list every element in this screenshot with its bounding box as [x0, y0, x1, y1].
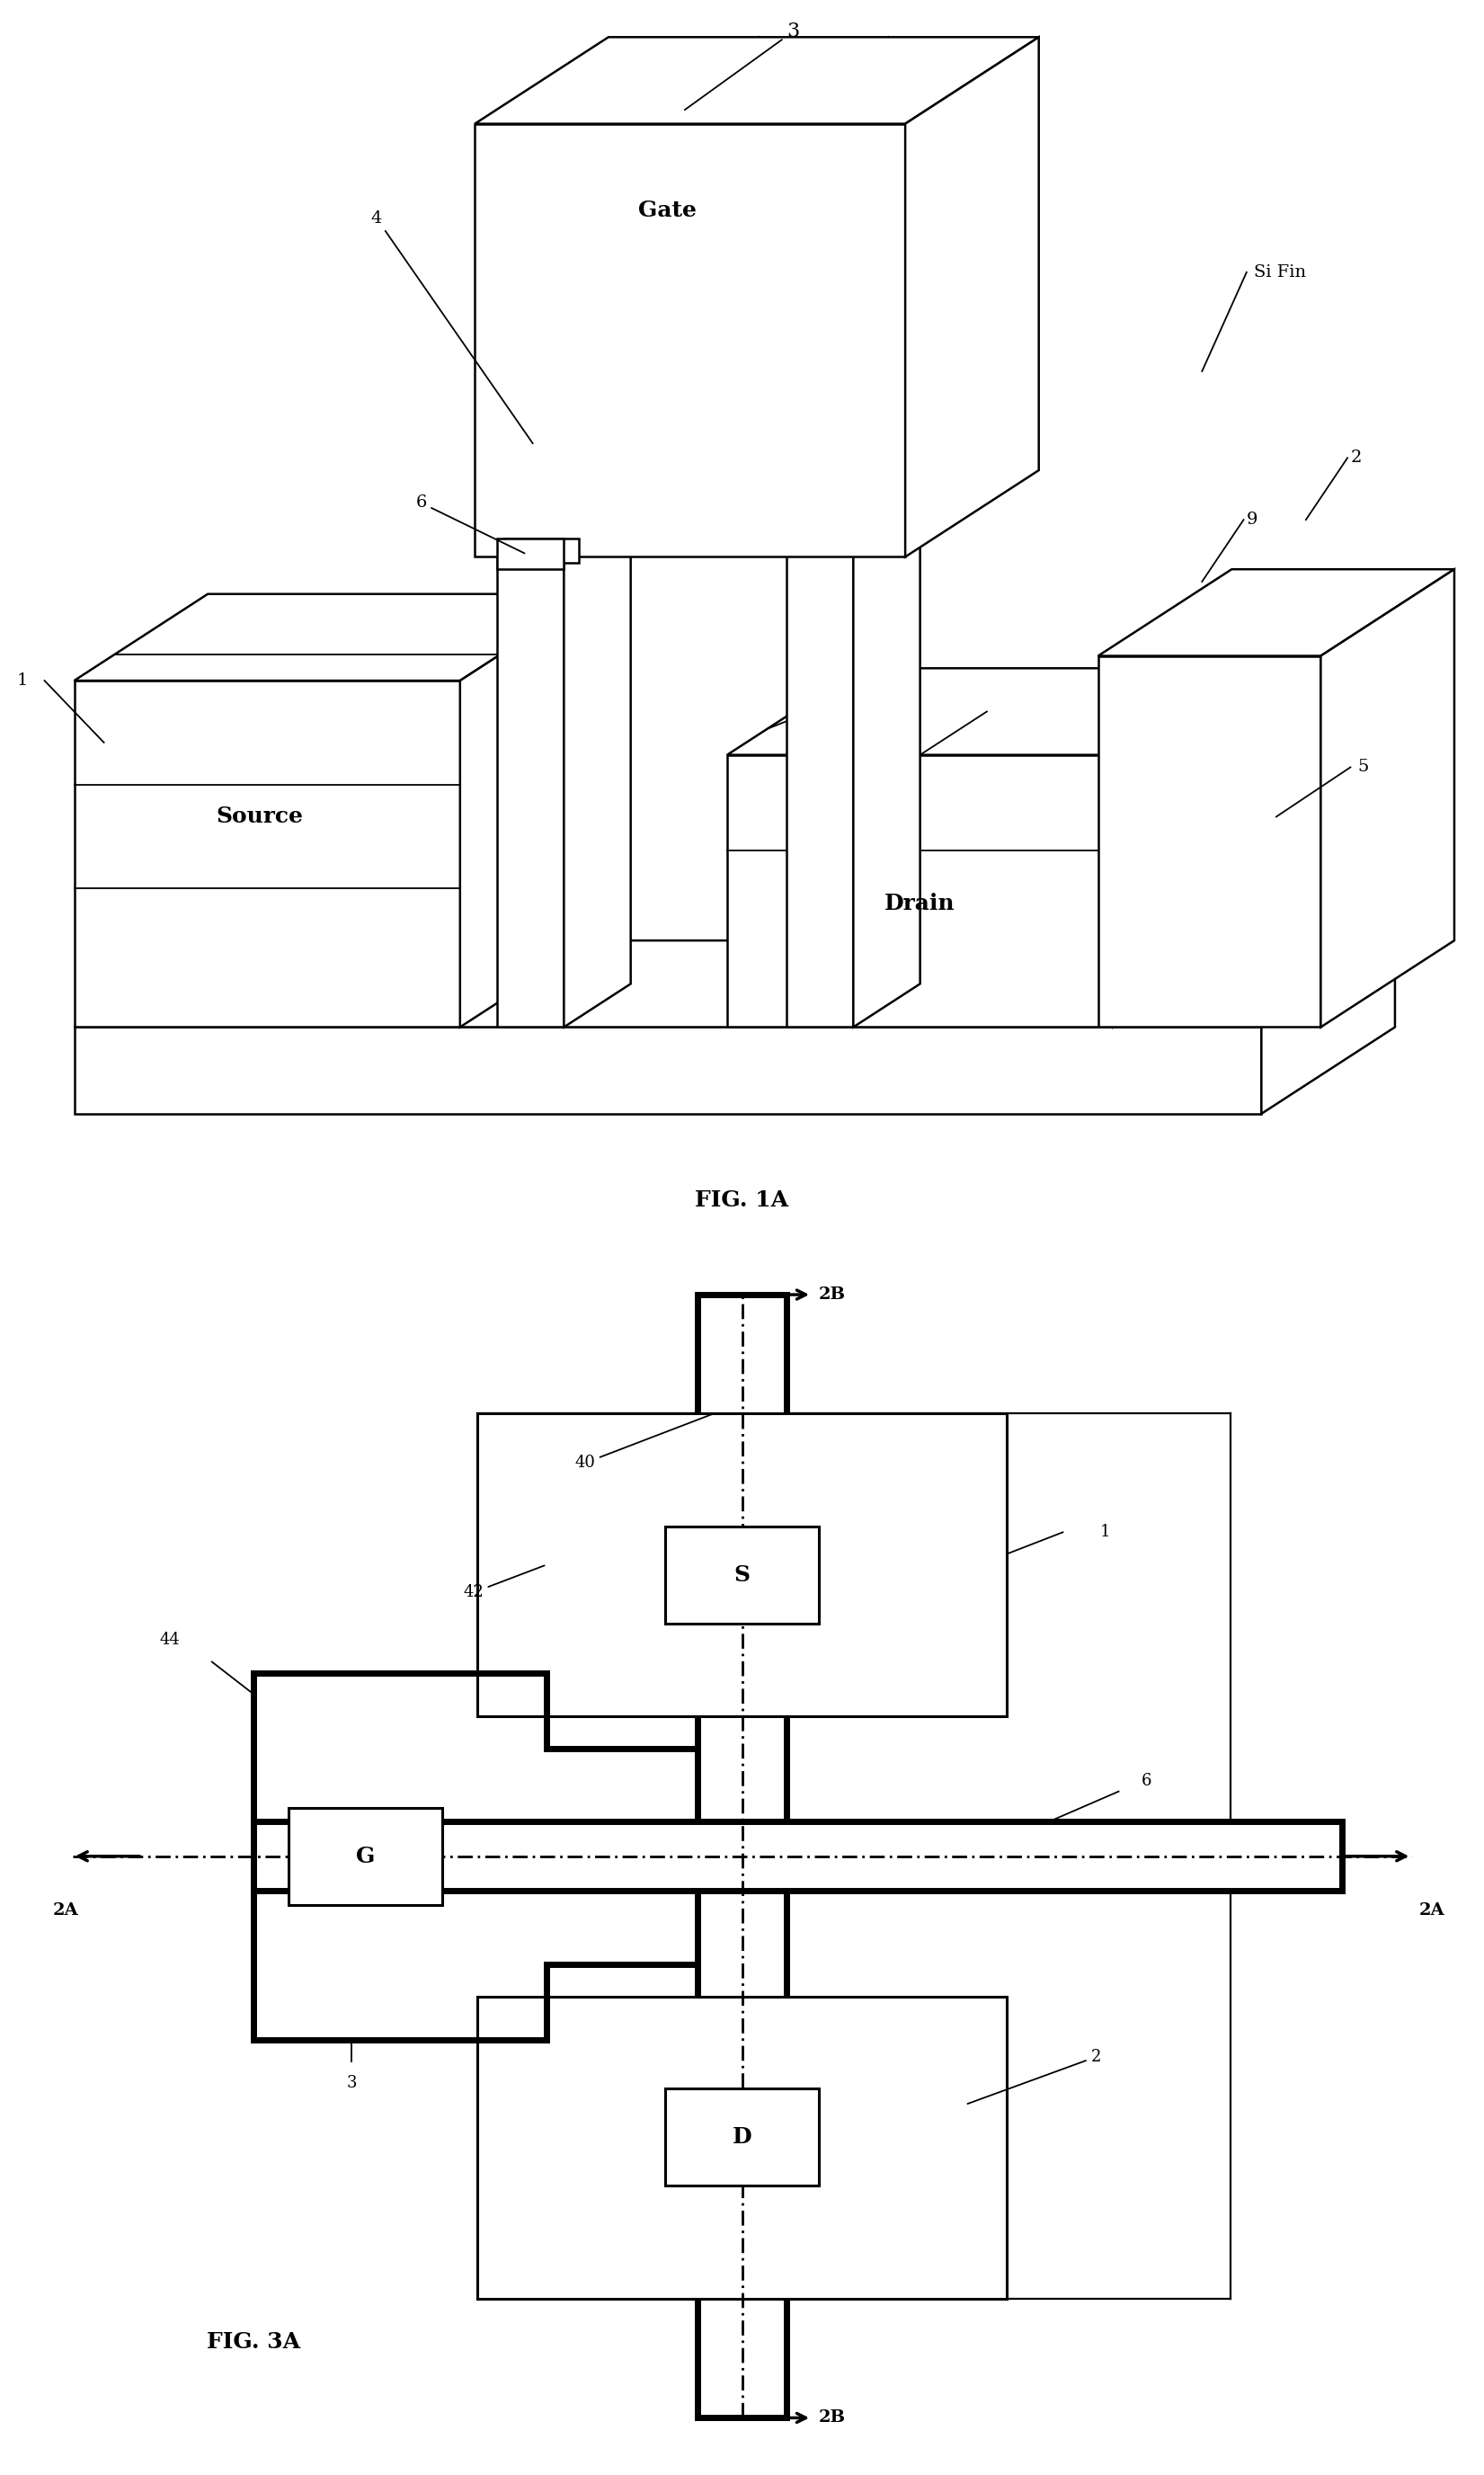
Polygon shape: [787, 339, 920, 384]
Text: Si Fin: Si Fin: [1254, 265, 1306, 280]
Text: S: S: [735, 1564, 749, 1586]
Text: Drain: Drain: [884, 893, 956, 913]
Polygon shape: [497, 540, 564, 569]
Polygon shape: [853, 339, 920, 1027]
Text: 2: 2: [968, 2049, 1101, 2104]
Polygon shape: [1098, 569, 1454, 656]
Text: 2B: 2B: [819, 2411, 846, 2426]
Text: 2A: 2A: [1419, 1903, 1444, 1918]
Text: G: G: [356, 1846, 375, 1866]
Polygon shape: [727, 755, 1113, 1027]
Bar: [476, 1997, 1008, 2299]
Text: 42: 42: [463, 1567, 545, 1601]
Bar: [665, 2089, 819, 2185]
Polygon shape: [905, 37, 1039, 557]
Bar: [476, 1413, 1008, 1715]
Polygon shape: [497, 339, 631, 384]
Text: 9: 9: [1247, 512, 1258, 527]
Text: 6: 6: [416, 495, 524, 554]
Polygon shape: [475, 124, 905, 557]
Bar: [288, 1807, 442, 1906]
Text: D: D: [732, 2126, 752, 2148]
Polygon shape: [460, 594, 594, 1027]
Polygon shape: [74, 940, 1395, 1027]
Polygon shape: [727, 668, 1247, 755]
Polygon shape: [1113, 668, 1247, 1027]
Text: 3: 3: [684, 22, 800, 109]
Polygon shape: [1098, 656, 1321, 1027]
Bar: [665, 1527, 819, 1624]
Text: 44: 44: [160, 1631, 180, 1648]
Text: 1: 1: [16, 673, 28, 688]
Polygon shape: [74, 594, 594, 681]
Polygon shape: [74, 1027, 1261, 1114]
Text: 6: 6: [1141, 1772, 1152, 1789]
Bar: [254, 1822, 1342, 1891]
Text: FIG. 1A: FIG. 1A: [695, 1190, 789, 1210]
Text: 4: 4: [371, 210, 533, 443]
Polygon shape: [74, 681, 460, 1027]
Text: Source: Source: [217, 807, 303, 827]
Text: 1: 1: [1100, 1525, 1110, 1539]
Polygon shape: [564, 339, 631, 1027]
Text: 2A: 2A: [52, 1903, 79, 1918]
Polygon shape: [497, 384, 564, 1027]
Polygon shape: [1261, 940, 1395, 1114]
Polygon shape: [787, 384, 853, 1027]
Polygon shape: [1321, 569, 1454, 1027]
Text: FIG. 3A: FIG. 3A: [206, 2331, 301, 2354]
Text: 3: 3: [346, 2074, 356, 2091]
Text: 2B: 2B: [819, 1287, 846, 1302]
Text: 2: 2: [1350, 450, 1361, 465]
Bar: [697, 1294, 787, 2418]
Polygon shape: [475, 37, 1039, 124]
Text: 5: 5: [1358, 760, 1368, 775]
Polygon shape: [505, 540, 579, 562]
Text: 40: 40: [574, 1413, 712, 1470]
Text: Gate: Gate: [638, 200, 697, 220]
